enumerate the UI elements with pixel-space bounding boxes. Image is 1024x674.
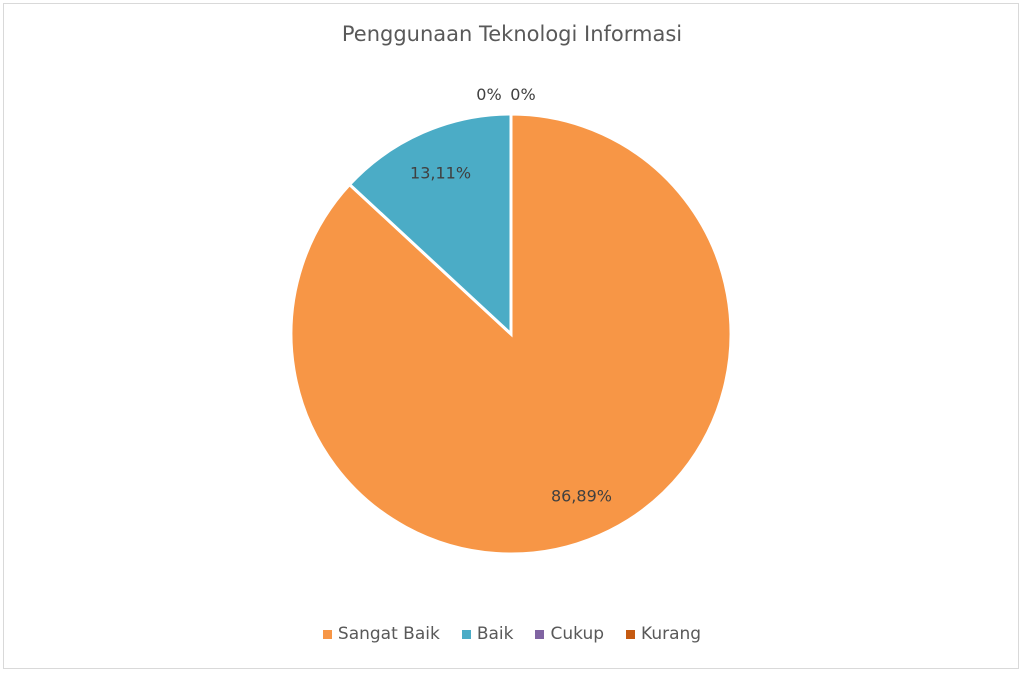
data-label-sangat-baik: 86,89% [551, 486, 612, 505]
legend-swatch [626, 629, 636, 639]
legend-label: Sangat Baik [337, 624, 440, 644]
legend-item-sangat-baik: Sangat Baik [322, 624, 440, 644]
data-label-kurang: 0% [510, 85, 535, 104]
data-label-baik: 13,11% [410, 164, 471, 183]
data-label-cukup: 0% [476, 85, 501, 104]
legend-label: Kurang [641, 624, 702, 644]
legend-swatch [322, 629, 332, 639]
chart-frame [3, 3, 1019, 669]
legend-item-cukup: Cukup [535, 624, 604, 644]
chart-title: Penggunaan Teknologi Informasi [341, 22, 683, 46]
legend-swatch [461, 629, 471, 639]
legend-label: Baik [476, 624, 514, 644]
legend-label: Cukup [550, 624, 605, 644]
legend-item-baik: Baik [461, 624, 514, 644]
legend-item-kurang: Kurang [626, 624, 701, 644]
pie-slice-baik [347, 112, 513, 338]
legend-swatch [535, 629, 545, 639]
legend: Sangat Baik Baik Cukup Kurang [0, 624, 1024, 644]
